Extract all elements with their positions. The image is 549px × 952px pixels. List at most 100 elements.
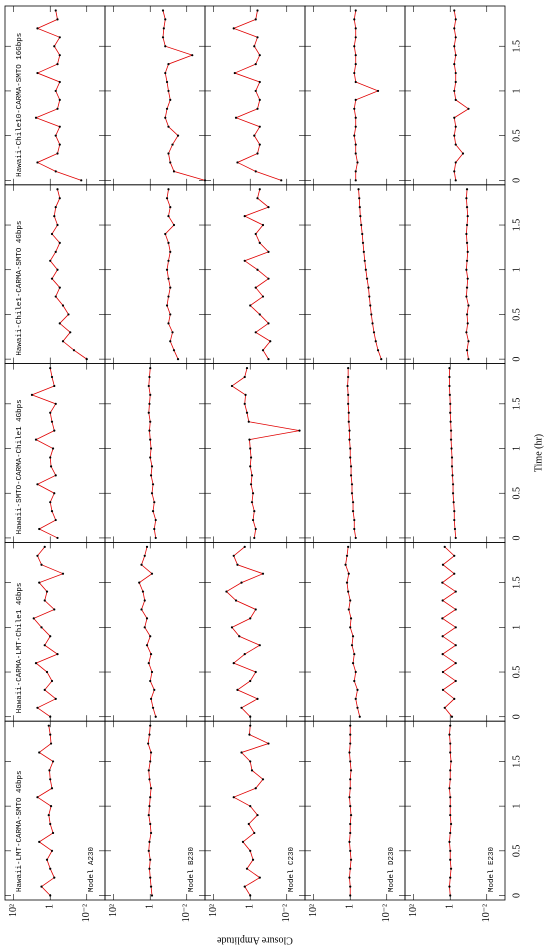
model-line xyxy=(232,10,282,181)
data-point xyxy=(448,393,451,396)
data-point xyxy=(36,483,39,486)
data-point xyxy=(441,635,444,638)
data-point xyxy=(56,268,59,271)
data-point xyxy=(167,259,170,262)
data-point xyxy=(441,688,445,692)
data-point xyxy=(449,805,452,808)
panel-title: Hawaii-Chile1-CARMA-SMTO 4Gbps xyxy=(16,221,24,356)
data-point xyxy=(349,769,353,772)
model-line xyxy=(353,10,380,181)
data-point xyxy=(251,858,255,861)
y-tick-label: 10⁻² xyxy=(481,904,492,922)
data-point xyxy=(248,438,251,441)
data-point xyxy=(256,268,259,271)
data-point xyxy=(171,331,174,334)
x-tick-label: 1 xyxy=(511,267,522,272)
data-point xyxy=(254,170,257,173)
data-point xyxy=(230,384,234,388)
data-point xyxy=(347,366,350,370)
x-tick-label: 1.5 xyxy=(511,755,522,768)
data-point xyxy=(449,849,452,852)
data-point xyxy=(34,661,38,665)
data-point xyxy=(349,867,352,870)
data-point xyxy=(38,751,41,754)
panel-title: Hawaii-LMT-CARMA-SMTO 4Gbps xyxy=(16,770,24,892)
panel-frame xyxy=(204,5,306,186)
model-label: Model D230 xyxy=(388,846,396,892)
data-point xyxy=(254,670,257,674)
data-point xyxy=(54,89,57,93)
data-point xyxy=(167,241,170,245)
panel-frame xyxy=(104,5,206,186)
y-tick-label: 1 xyxy=(345,904,356,909)
data-point xyxy=(465,295,468,298)
data-point xyxy=(449,831,452,835)
data-point xyxy=(149,831,153,835)
data-point xyxy=(465,259,469,262)
data-point xyxy=(453,63,456,66)
data-point xyxy=(249,805,252,808)
data-point xyxy=(243,375,246,379)
data-point xyxy=(261,572,265,575)
data-point xyxy=(53,492,56,495)
data-point xyxy=(38,527,41,531)
data-point xyxy=(354,125,357,128)
data-point xyxy=(54,402,57,405)
data-point xyxy=(466,277,469,280)
data-point xyxy=(261,295,265,298)
x-tick-label: 1 xyxy=(511,625,522,630)
data-point xyxy=(443,545,446,548)
panel-frame xyxy=(204,184,306,364)
data-point xyxy=(441,599,444,602)
data-point xyxy=(230,626,234,629)
data-point xyxy=(347,420,350,423)
data-point xyxy=(49,805,53,808)
data-point xyxy=(454,98,457,101)
x-tick-label: 1 xyxy=(511,88,522,93)
data-point xyxy=(347,411,350,414)
data-point xyxy=(361,232,364,236)
data-point xyxy=(347,572,350,575)
data-point xyxy=(465,313,469,316)
data-point xyxy=(56,107,59,110)
data-point xyxy=(149,724,152,727)
data-point xyxy=(351,635,355,638)
data-point xyxy=(56,18,59,21)
data-point xyxy=(448,366,451,370)
data-point xyxy=(354,152,357,155)
data-point xyxy=(47,724,50,727)
data-point xyxy=(354,170,357,173)
data-point xyxy=(49,366,52,370)
data-point xyxy=(49,894,52,897)
data-point xyxy=(240,581,243,584)
data-point xyxy=(43,599,46,602)
data-point xyxy=(148,429,151,432)
data-point xyxy=(261,349,265,352)
data-point xyxy=(149,456,152,459)
data-point xyxy=(40,885,43,888)
data-point xyxy=(58,241,61,245)
data-point xyxy=(376,349,380,352)
data-point xyxy=(453,45,456,48)
data-point xyxy=(448,840,451,843)
data-point xyxy=(354,27,357,30)
data-point xyxy=(449,438,453,441)
model-line xyxy=(162,10,206,181)
model-line xyxy=(358,189,382,360)
data-point xyxy=(258,644,261,647)
data-point xyxy=(369,304,372,307)
data-point xyxy=(56,63,59,66)
data-point xyxy=(238,635,241,638)
panel-frame xyxy=(404,184,506,364)
data-point xyxy=(453,89,456,93)
data-point xyxy=(149,438,152,441)
data-point xyxy=(258,125,261,128)
data-point xyxy=(349,894,352,897)
data-point xyxy=(243,885,246,888)
data-point xyxy=(167,125,170,128)
data-point xyxy=(34,438,38,441)
data-point xyxy=(256,9,259,12)
data-point xyxy=(349,822,352,826)
data-point xyxy=(454,661,457,665)
data-point xyxy=(370,313,373,316)
